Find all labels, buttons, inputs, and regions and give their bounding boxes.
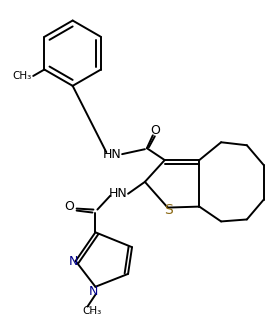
Text: O: O [150,124,160,137]
Text: HN: HN [109,187,128,200]
Text: HN: HN [103,148,122,161]
Text: S: S [164,203,173,216]
Text: N: N [89,285,98,298]
Text: methyl: methyl [90,311,95,312]
Text: CH₃: CH₃ [12,71,31,81]
Text: CH₃: CH₃ [83,306,102,316]
Text: N: N [69,255,78,268]
Text: O: O [64,200,74,213]
